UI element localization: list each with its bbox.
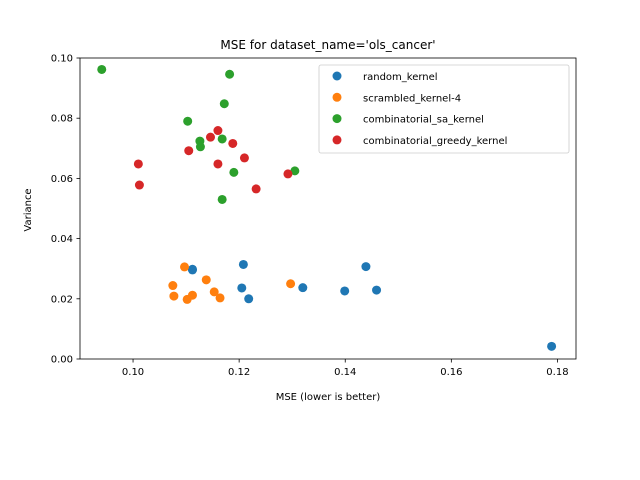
legend-label: combinatorial_greedy_kernel [363,136,507,147]
legend-marker [332,135,342,145]
data-point [298,283,308,293]
y-tick-label: 0.02 [51,294,73,305]
x-axis-label: MSE (lower is better) [276,392,381,403]
data-point [180,262,190,272]
y-tick-label: 0.06 [51,174,73,185]
data-point [219,99,229,109]
data-point [215,293,225,303]
data-point [195,142,205,152]
data-point [283,169,293,179]
data-point [237,283,247,293]
data-point [184,146,194,156]
data-point [209,287,219,297]
data-point [213,126,223,136]
data-point [244,294,254,304]
data-point [290,166,300,176]
data-point [238,259,248,269]
legend-label: random_kernel [363,72,438,83]
data-point [201,275,211,285]
axes-frame [79,57,577,360]
x-tick-label: 0.16 [440,367,462,378]
legend-marker [332,71,342,81]
y-tick-label: 0.10 [51,54,73,65]
data-point [97,64,107,74]
y-tick-label: 0.00 [51,355,73,366]
data-point [286,279,296,289]
data-point [213,159,223,169]
data-point [187,264,197,274]
data-point [217,194,227,204]
data-point [225,69,235,79]
data-point [134,180,144,190]
data-point [251,184,261,194]
data-point [239,153,249,163]
data-point [547,341,557,351]
data-point [187,290,197,300]
data-point [168,281,178,291]
x-tick-label: 0.14 [334,367,356,378]
plot-area: 0.10 0.12 0.14 0.16 0.18 0.00 0.02 0.04 0.06 0.08… [51,54,577,378]
chart-title: MSE for dataset_name='ols_cancer' [220,38,435,52]
data-point [361,262,371,272]
data-point [217,134,227,144]
x-tick-label: 0.10 [122,367,144,378]
data-point [229,167,239,177]
legend-marker [332,114,342,124]
data-point [372,285,382,295]
legend-marker [332,92,342,102]
y-tick-label: 0.04 [51,234,73,245]
data-point [205,132,215,142]
x-tick-label: 0.18 [546,367,568,378]
x-tick-label: 0.12 [228,367,250,378]
data-point [169,291,179,301]
legend-label: scrambled_kernel-4 [363,93,461,104]
y-tick-label: 0.08 [51,114,73,125]
legend: random_kernel scrambled_kernel-4 combinato… [318,64,570,154]
legend-frame [318,64,570,154]
data-point [183,116,193,126]
legend-label: combinatorial_sa_kernel [363,115,484,126]
data-point [133,159,143,169]
y-axis-label: Variance [23,188,34,231]
data-point [228,138,238,148]
data-point [340,286,350,296]
